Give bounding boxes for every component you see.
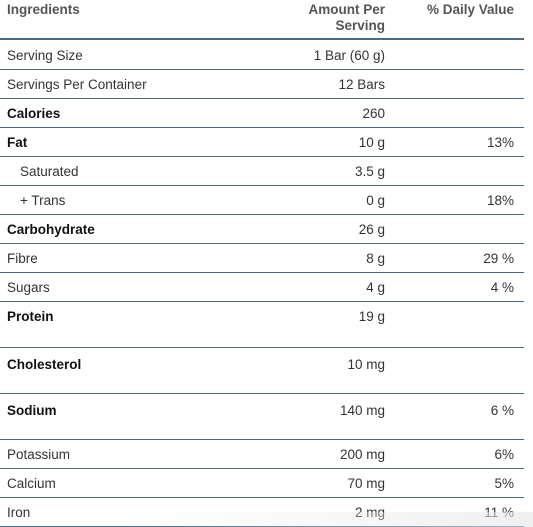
header-amount-line1: Amount Per	[308, 2, 385, 17]
row-name: Saturated	[20, 164, 79, 179]
row-amount: 26 g	[358, 222, 385, 237]
header-amount: Amount Per Serving	[275, 2, 385, 34]
row-daily-value: 18%	[486, 193, 514, 208]
row-name: Sugars	[7, 280, 50, 295]
row-amount: 140 mg	[339, 403, 385, 418]
table-row-fat: Fat 10 g 13%	[0, 128, 524, 157]
row-amount: 10 mg	[347, 357, 385, 372]
row-name: + Trans	[20, 193, 66, 208]
table-row-protein: Protein 19 g	[0, 302, 524, 348]
table-row-fibre: Fibre 8 g 29 %	[0, 244, 524, 273]
row-name: Potassium	[7, 447, 71, 462]
header-ingredients: Ingredients	[7, 2, 80, 17]
row-amount: 12 Bars	[338, 77, 385, 92]
row-daily-value: 5%	[494, 476, 514, 491]
row-daily-value: 29 %	[483, 251, 514, 266]
bottom-shadow	[120, 512, 533, 527]
row-name: Cholesterol	[7, 357, 82, 372]
table-header: Ingredients Amount Per Serving % Daily V…	[0, 0, 524, 40]
row-amount: 0 g	[366, 193, 385, 208]
row-name: Serving Size	[7, 48, 83, 63]
table-row-carbohydrate: Carbohydrate 26 g	[0, 215, 524, 244]
row-name: Fat	[7, 135, 28, 150]
table-row-trans: + Trans 0 g 18%	[0, 186, 524, 215]
table-row-saturated: Saturated 3.5 g	[0, 157, 524, 186]
row-name: Calcium	[7, 476, 56, 491]
header-daily-value: % Daily Value	[426, 2, 514, 17]
row-name: Carbohydrate	[7, 222, 95, 237]
row-amount: 3.5 g	[354, 164, 385, 179]
table-row-sugars: Sugars 4 g 4 %	[0, 273, 524, 302]
row-name: Fibre	[7, 251, 38, 266]
row-name: Iron	[7, 505, 31, 520]
table-row-cholesterol: Cholesterol 10 mg	[0, 348, 524, 394]
table-row-servings-per-container: Servings Per Container 12 Bars	[0, 70, 524, 99]
table-row-calcium: Calcium 70 mg 5%	[0, 469, 524, 498]
row-amount: 4 g	[366, 280, 385, 295]
row-name: Calories	[7, 106, 61, 121]
row-amount: 70 mg	[347, 476, 385, 491]
row-amount: 260	[362, 106, 385, 121]
row-daily-value: 13%	[486, 135, 514, 150]
row-amount: 19 g	[358, 309, 385, 324]
row-amount: 8 g	[366, 251, 385, 266]
table-row-serving-size: Serving Size 1 Bar (60 g)	[0, 41, 524, 70]
row-name: Sodium	[7, 403, 57, 418]
row-amount: 1 Bar (60 g)	[313, 48, 385, 63]
row-daily-value: 4 %	[490, 280, 514, 295]
header-amount-line2: Serving	[335, 18, 385, 33]
table-row-calories: Calories 260	[0, 99, 524, 128]
row-amount: 200 mg	[339, 447, 385, 462]
table-row-potassium: Potassium 200 mg 6%	[0, 440, 524, 469]
table-row-sodium: Sodium 140 mg 6 %	[0, 394, 524, 440]
row-name: Protein	[7, 309, 54, 324]
row-amount: 10 g	[358, 135, 385, 150]
row-name: Servings Per Container	[7, 77, 147, 92]
row-daily-value: 6%	[494, 447, 514, 462]
row-daily-value: 6 %	[490, 403, 514, 418]
